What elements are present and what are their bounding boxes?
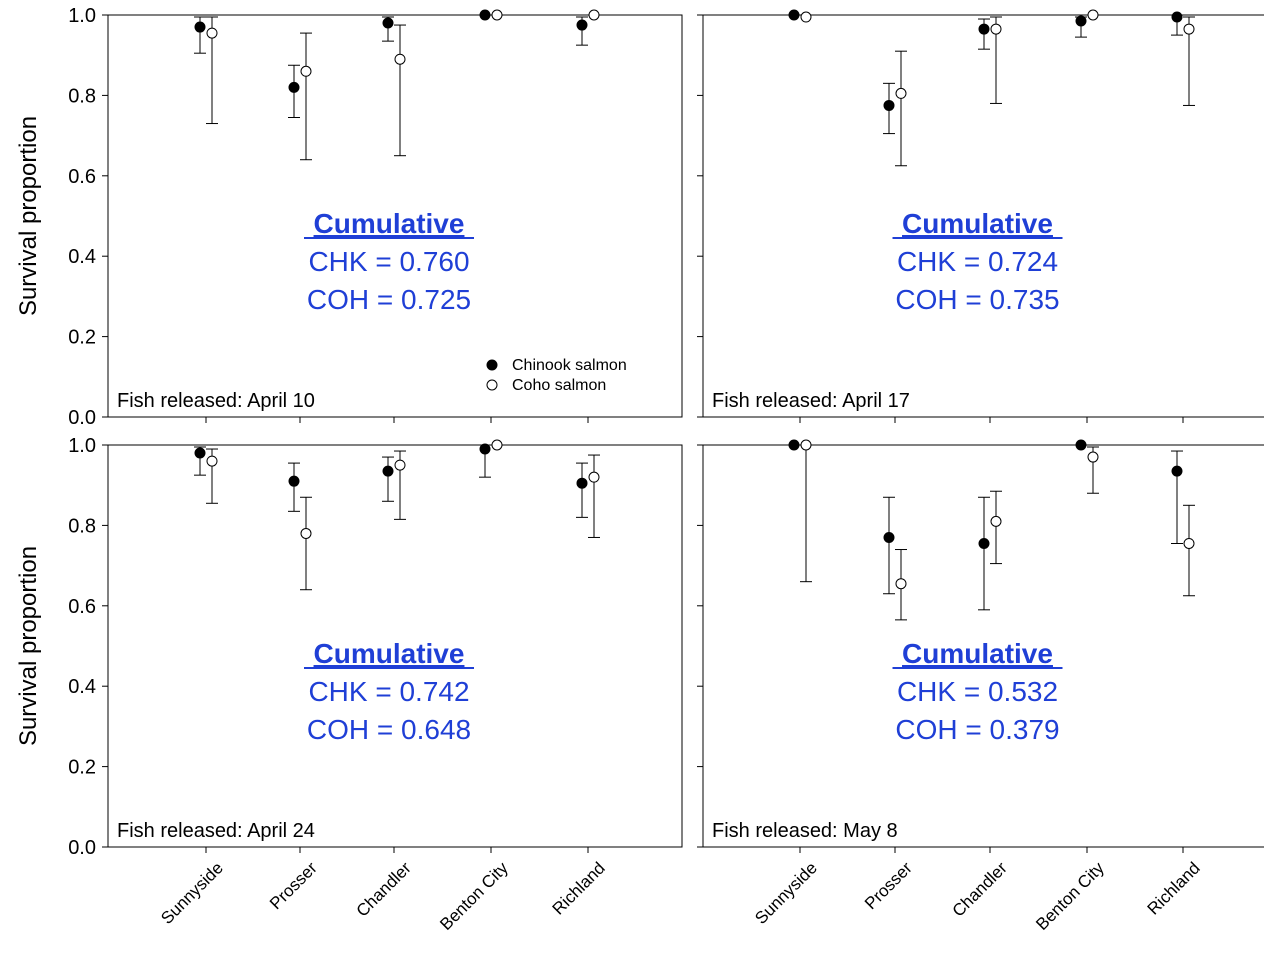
chinook-point xyxy=(1075,15,1087,27)
x-tick-label: Prosser xyxy=(266,858,321,913)
coho-point xyxy=(1183,23,1195,35)
x-tick-label: Richland xyxy=(1144,858,1204,918)
release-label: Fish released: April 10 xyxy=(117,390,315,412)
chinook-point xyxy=(479,9,491,21)
annotation-coh: COH = 0.735 xyxy=(895,284,1059,315)
chinook-point xyxy=(978,537,990,549)
chinook-point xyxy=(576,19,588,31)
y-tick-label: 0.4 xyxy=(68,676,96,698)
coho-point xyxy=(491,9,503,21)
legend-coho-label: Coho salmon xyxy=(512,377,606,394)
chinook-point xyxy=(978,23,990,35)
y-tick-label: 0.8 xyxy=(68,85,96,107)
chinook-point xyxy=(1171,11,1183,23)
x-tick-label: Chandler xyxy=(949,858,1011,920)
chinook-point xyxy=(1171,465,1183,477)
release-label: Fish released: May 8 xyxy=(712,820,898,842)
coho-point xyxy=(1183,537,1195,549)
plot-frame xyxy=(107,444,683,848)
y-tick-label: 0.2 xyxy=(68,327,96,349)
plot-frame xyxy=(107,14,683,418)
release-label: Fish released: April 17 xyxy=(712,390,910,412)
coho-point xyxy=(300,527,312,539)
panel-1: 0.0 0.2 0.4 0.6 0.8 1.0 Survival proportion Cum… xyxy=(15,5,683,429)
panel-2: Cumulative CHK = 0.724 COH = 0.735 Fish rel… xyxy=(697,9,1264,423)
chinook-point xyxy=(382,17,394,29)
chinook-point xyxy=(1075,439,1087,451)
coho-point xyxy=(588,9,600,21)
coho-point xyxy=(588,471,600,483)
chinook-point xyxy=(788,9,800,21)
annotation-title: Cumulative xyxy=(314,638,465,669)
x-tick-label: Sunnyside xyxy=(157,858,227,928)
y-tick-label: 0.4 xyxy=(68,246,96,268)
annotation-chk: CHK = 0.760 xyxy=(308,246,469,277)
annotation-coh: COH = 0.648 xyxy=(307,714,471,745)
chinook-point xyxy=(883,531,895,543)
chinook-point xyxy=(288,475,300,487)
coho-point xyxy=(895,87,907,99)
x-tick-label: Sunnyside xyxy=(751,858,821,928)
x-tick-label: Prosser xyxy=(861,858,916,913)
panel-3: 0.0 0.2 0.4 0.6 0.8 1.0 Sunnyside Prosser Chandl… xyxy=(15,435,683,934)
annotation-chk: CHK = 0.742 xyxy=(308,676,469,707)
chinook-point xyxy=(479,443,491,455)
chinook-point xyxy=(288,81,300,93)
x-tick-label: Richland xyxy=(549,858,609,918)
y-tick-label: 0.6 xyxy=(68,596,96,618)
coho-point xyxy=(206,455,218,467)
coho-point xyxy=(990,515,1002,527)
x-tick-label: Chandler xyxy=(353,858,415,920)
legend-chinook-marker xyxy=(486,359,498,371)
annotation-coh: COH = 0.379 xyxy=(895,714,1059,745)
legend-chinook-label: Chinook salmon xyxy=(512,357,627,374)
coho-point xyxy=(394,459,406,471)
y-axis-title: Survival proportion xyxy=(15,116,42,316)
y-tick-label: 1.0 xyxy=(68,435,96,457)
chinook-point xyxy=(194,21,206,33)
chinook-point xyxy=(194,447,206,459)
release-label: Fish released: April 24 xyxy=(117,820,315,842)
coho-point xyxy=(990,23,1002,35)
annotation-title: Cumulative xyxy=(902,638,1053,669)
y-tick-label: 0.6 xyxy=(68,166,96,188)
panel-4: Sunnyside Prosser Chandler Benton City Richl… xyxy=(697,439,1264,934)
annotation-coh: COH = 0.725 xyxy=(307,284,471,315)
coho-point xyxy=(206,27,218,39)
chinook-point xyxy=(788,439,800,451)
coho-point xyxy=(800,439,812,451)
coho-point xyxy=(895,578,907,590)
coho-point xyxy=(394,53,406,65)
coho-point xyxy=(1087,9,1099,21)
y-tick-label: 1.0 xyxy=(68,5,96,27)
y-tick-label: 0.0 xyxy=(68,407,96,429)
y-tick-label: 0.0 xyxy=(68,837,96,859)
annotation-chk: CHK = 0.724 xyxy=(897,246,1058,277)
coho-point xyxy=(800,11,812,23)
y-tick-label: 0.8 xyxy=(68,515,96,537)
chinook-point xyxy=(382,465,394,477)
x-tick-label: Benton City xyxy=(436,858,512,934)
y-tick-label: 0.2 xyxy=(68,757,96,779)
coho-point xyxy=(300,65,312,77)
x-tick-label: Benton City xyxy=(1032,858,1108,934)
coho-point xyxy=(1087,451,1099,463)
annotation-title: Cumulative xyxy=(314,208,465,239)
coho-point xyxy=(491,439,503,451)
y-axis-title: Survival proportion xyxy=(15,546,42,746)
legend-coho-marker xyxy=(486,379,498,391)
annotation-title: Cumulative xyxy=(902,208,1053,239)
chinook-point xyxy=(883,99,895,111)
chinook-point xyxy=(576,477,588,489)
annotation-chk: CHK = 0.532 xyxy=(897,676,1058,707)
